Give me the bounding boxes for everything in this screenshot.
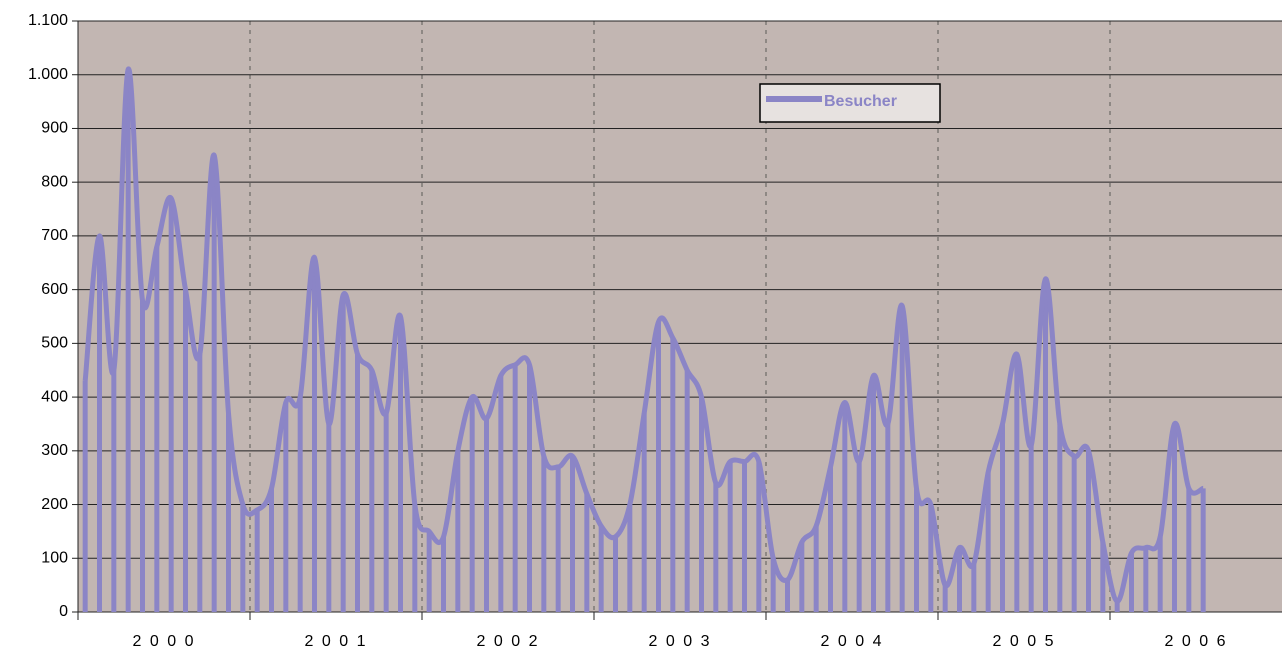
- y-tick-label: 1.100: [28, 12, 68, 29]
- y-tick-label: 200: [41, 496, 68, 513]
- x-tick-label: 2 0 0 3: [649, 633, 712, 650]
- y-tick-label: 1.000: [28, 66, 68, 83]
- y-tick-label: 400: [41, 388, 68, 405]
- legend-box: [759, 83, 941, 123]
- legend: Besucher: [759, 83, 941, 123]
- x-tick-label: 2 0 0 1: [305, 633, 368, 650]
- y-tick-label: 300: [41, 442, 68, 459]
- y-tick-label: 800: [41, 173, 68, 190]
- x-tick-label: 2 0 0 0: [133, 633, 196, 650]
- y-tick-label: 900: [41, 120, 68, 137]
- y-tick-label: 0: [59, 603, 68, 620]
- x-tick-label: 2 0 0 5: [993, 633, 1056, 650]
- y-tick-label: 100: [41, 549, 68, 566]
- y-tick-label: 600: [41, 281, 68, 298]
- legend-label: Besucher: [824, 93, 897, 110]
- series-line: [82, 66, 1205, 604]
- x-tick-label: 2 0 0 6: [1165, 633, 1228, 650]
- y-tick-label: 500: [41, 335, 68, 352]
- y-tick-label: 700: [41, 227, 68, 244]
- plot-area: [78, 21, 1282, 612]
- x-tick-label: 2 0 0 4: [821, 633, 884, 650]
- x-tick-label: 2 0 0 2: [477, 633, 540, 650]
